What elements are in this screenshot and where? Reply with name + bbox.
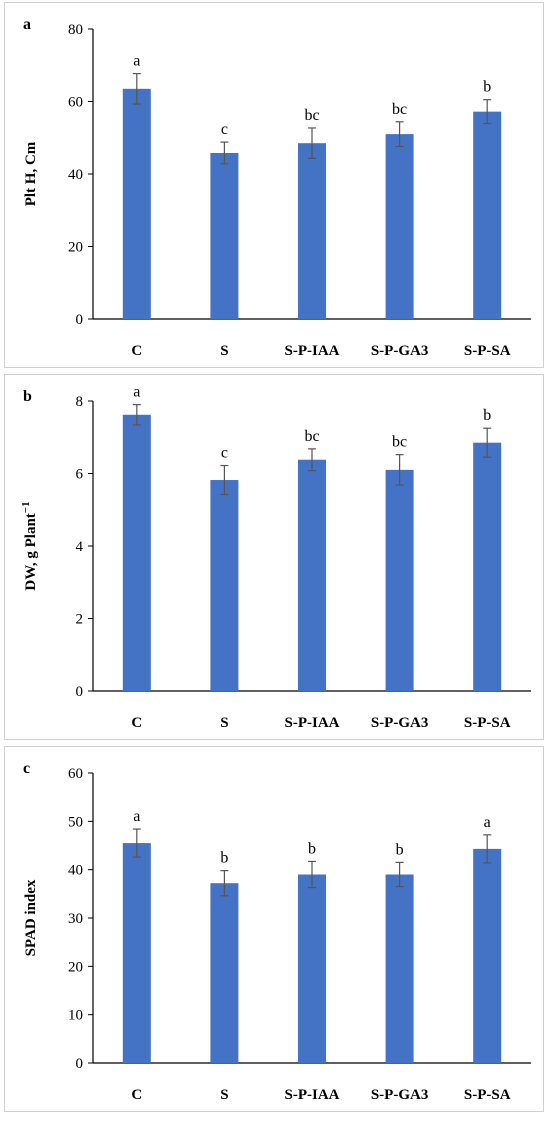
bar-C bbox=[122, 843, 151, 1063]
y-axis-title: DW, g Plant−1 bbox=[20, 501, 39, 590]
bar-S bbox=[210, 883, 239, 1063]
bar-C bbox=[122, 414, 151, 691]
x-category-label: S bbox=[220, 343, 228, 359]
x-category-label: S-P-IAA bbox=[285, 343, 340, 359]
y-tick-label: 80 bbox=[68, 22, 83, 38]
bar-S-P-IAA bbox=[298, 459, 326, 691]
significance-label: b bbox=[396, 841, 404, 858]
bar-C bbox=[122, 88, 151, 319]
bar-S-P-IAA bbox=[298, 143, 326, 319]
x-category-label: S bbox=[220, 1087, 228, 1103]
y-tick-label: 20 bbox=[68, 240, 83, 256]
y-axis-title: Plt H, Cm bbox=[23, 141, 39, 206]
significance-label: b bbox=[308, 840, 316, 857]
y-tick-label: 60 bbox=[68, 766, 83, 782]
significance-label: a bbox=[133, 808, 140, 825]
significance-label: a bbox=[133, 53, 140, 70]
significance-label: c bbox=[221, 121, 228, 138]
y-tick-label: 10 bbox=[68, 1008, 83, 1024]
panel-letter: b bbox=[23, 388, 32, 405]
y-axis-title: SPAD index bbox=[23, 879, 39, 956]
bar-S-P-GA3 bbox=[385, 134, 414, 319]
x-category-label: S-P-SA bbox=[464, 1087, 511, 1103]
y-tick-label: 6 bbox=[76, 467, 84, 483]
significance-label: c bbox=[221, 445, 228, 462]
x-category-label: S-P-GA3 bbox=[371, 343, 429, 359]
x-category-label: S-P-SA bbox=[464, 715, 511, 731]
x-category-label: S bbox=[220, 715, 228, 731]
significance-label: bc bbox=[392, 101, 407, 118]
x-category-label: S-P-SA bbox=[464, 343, 511, 359]
significance-label: b bbox=[483, 407, 491, 424]
y-axis-title-superscript: −1 bbox=[20, 501, 32, 513]
y-tick-label: 40 bbox=[68, 167, 83, 183]
y-tick-label: 60 bbox=[68, 95, 83, 111]
y-tick-label: 0 bbox=[76, 684, 84, 700]
significance-label: b bbox=[483, 79, 491, 96]
y-tick-label: 30 bbox=[68, 911, 83, 927]
bar-S-P-GA3 bbox=[385, 469, 414, 691]
significance-label: a bbox=[484, 814, 491, 831]
x-category-label: S-P-GA3 bbox=[371, 715, 429, 731]
panel-letter: a bbox=[23, 16, 31, 33]
bar-S-P-SA bbox=[473, 848, 502, 1063]
panel-letter: c bbox=[23, 760, 30, 777]
x-category-label: S-P-IAA bbox=[285, 1087, 340, 1103]
y-tick-label: 0 bbox=[76, 1056, 84, 1072]
bar-S-P-IAA bbox=[298, 874, 326, 1063]
y-tick-label: 20 bbox=[68, 959, 83, 975]
y-tick-label: 4 bbox=[76, 539, 84, 555]
y-tick-label: 2 bbox=[76, 612, 84, 628]
significance-label: bc bbox=[304, 428, 319, 445]
y-tick-label: 8 bbox=[76, 394, 84, 410]
chart-c: c SPAD index 0 10 20 30 40 50 60 a Cb Sb S-P-IAA b S-P… bbox=[23, 760, 531, 1103]
significance-label: a bbox=[133, 384, 140, 401]
significance-label: bc bbox=[392, 434, 407, 451]
y-tick-label: 0 bbox=[76, 312, 84, 328]
x-category-label: C bbox=[131, 1087, 142, 1103]
bar-S-P-SA bbox=[473, 442, 502, 691]
y-tick-label: 50 bbox=[68, 814, 83, 830]
x-category-label: S-P-GA3 bbox=[371, 1087, 429, 1103]
x-category-label: C bbox=[131, 715, 142, 731]
significance-label: bc bbox=[304, 107, 319, 124]
bar-S-P-SA bbox=[473, 111, 502, 320]
bar-S-P-GA3 bbox=[385, 874, 414, 1063]
bar-S bbox=[210, 152, 239, 319]
y-tick-label: 40 bbox=[68, 863, 83, 879]
chart-a: a Plt H, Cm 0 20 40 60 80 a Cc Sbc S-P-IAA bc S-P-GA… bbox=[23, 16, 531, 359]
chart-b: b DW, g Plant−1 0 2 4 6 8 a Cc Sbc S-P-IAA bc S-P-GA… bbox=[20, 384, 531, 731]
x-category-label: C bbox=[131, 343, 142, 359]
significance-label: b bbox=[220, 850, 228, 867]
bar-S bbox=[210, 480, 239, 691]
x-category-label: S-P-IAA bbox=[285, 715, 340, 731]
